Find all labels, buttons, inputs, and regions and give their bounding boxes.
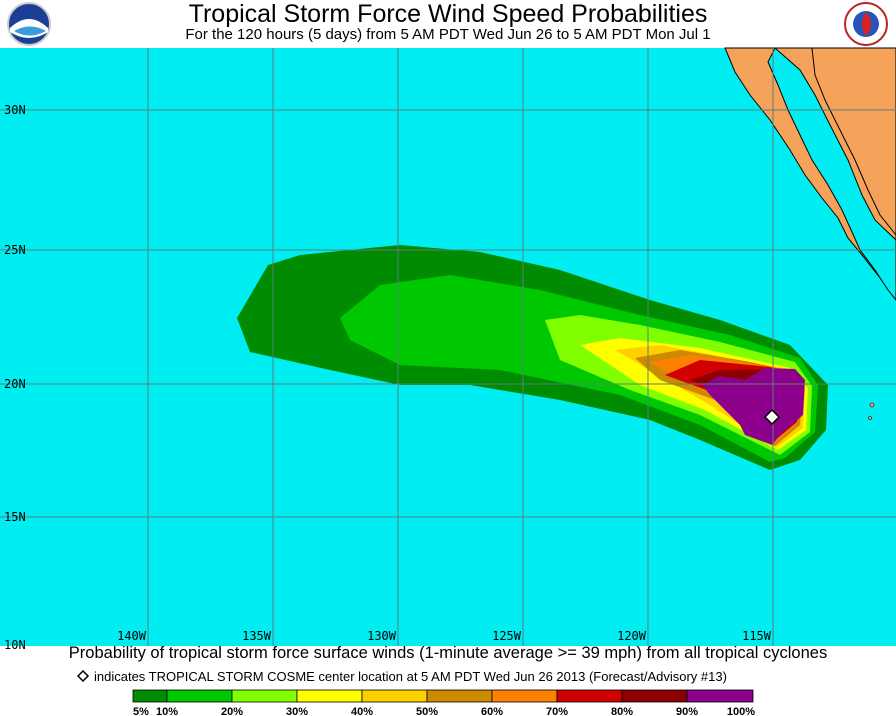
lon-label: 140W	[117, 629, 147, 643]
legend-swatch	[621, 689, 688, 703]
legend-label: 80%	[611, 706, 633, 716]
legend-label: 70%	[546, 706, 568, 716]
land-mainland	[811, 47, 896, 236]
lon-label: 130W	[367, 629, 397, 643]
legend-swatch	[491, 689, 558, 703]
lat-label: 20N	[4, 377, 26, 391]
contour-90	[702, 368, 805, 445]
legend-swatch	[426, 689, 493, 703]
grid	[0, 48, 896, 646]
legend-swatch	[132, 689, 168, 703]
lon-labels: 140W 135W 130W 125W 120W 115W	[117, 629, 772, 643]
marker-key	[76, 669, 90, 683]
lat-label: 15N	[4, 510, 26, 524]
lon-label: 135W	[242, 629, 272, 643]
legend-label: 100%	[727, 706, 755, 716]
legend-label: 40%	[351, 706, 373, 716]
lat-label: 10N	[4, 638, 26, 652]
legend-label: 10%	[156, 706, 178, 716]
island	[869, 402, 875, 408]
contour-10	[340, 275, 818, 462]
lat-labels: 30N 25N 20N 15N 10N	[4, 103, 26, 652]
legend: 5% 10% 20% 30% 40% 50% 60% 70% 80% 90% 100%	[132, 689, 755, 716]
legend-label: 30%	[286, 706, 308, 716]
legend-label: 50%	[416, 706, 438, 716]
island	[868, 416, 872, 420]
gulf-of-california	[767, 47, 896, 301]
lon-label: 120W	[617, 629, 647, 643]
nws-logo	[844, 2, 888, 46]
lat-label: 30N	[4, 103, 26, 117]
lon-label: 125W	[492, 629, 522, 643]
legend-swatch	[686, 689, 754, 703]
legend-label: 90%	[676, 706, 698, 716]
caption: Probability of tropical storm force surf…	[69, 644, 827, 662]
legend-label: 5%	[133, 706, 149, 716]
map: 30N 25N 20N 15N 10N 140W 135W 130W 125W 120W 115W	[0, 47, 896, 652]
noaa-logo	[7, 2, 51, 46]
lon-label: 115W	[742, 629, 772, 643]
legend-swatch	[556, 689, 623, 703]
title: Tropical Storm Force Wind Speed Probabil…	[189, 0, 708, 28]
marker-note: indicates TROPICAL STORM COSME center lo…	[94, 669, 727, 684]
lat-label: 25N	[4, 243, 26, 257]
legend-label: 20%	[221, 706, 243, 716]
legend-swatch	[166, 689, 233, 703]
storm-center-marker	[763, 408, 781, 426]
legend-swatch	[231, 689, 298, 703]
legend-label: 60%	[481, 706, 503, 716]
legend-swatch	[296, 689, 363, 703]
subtitle: For the 120 hours (5 days) from 5 AM PDT…	[185, 26, 710, 43]
legend-swatch	[361, 689, 428, 703]
